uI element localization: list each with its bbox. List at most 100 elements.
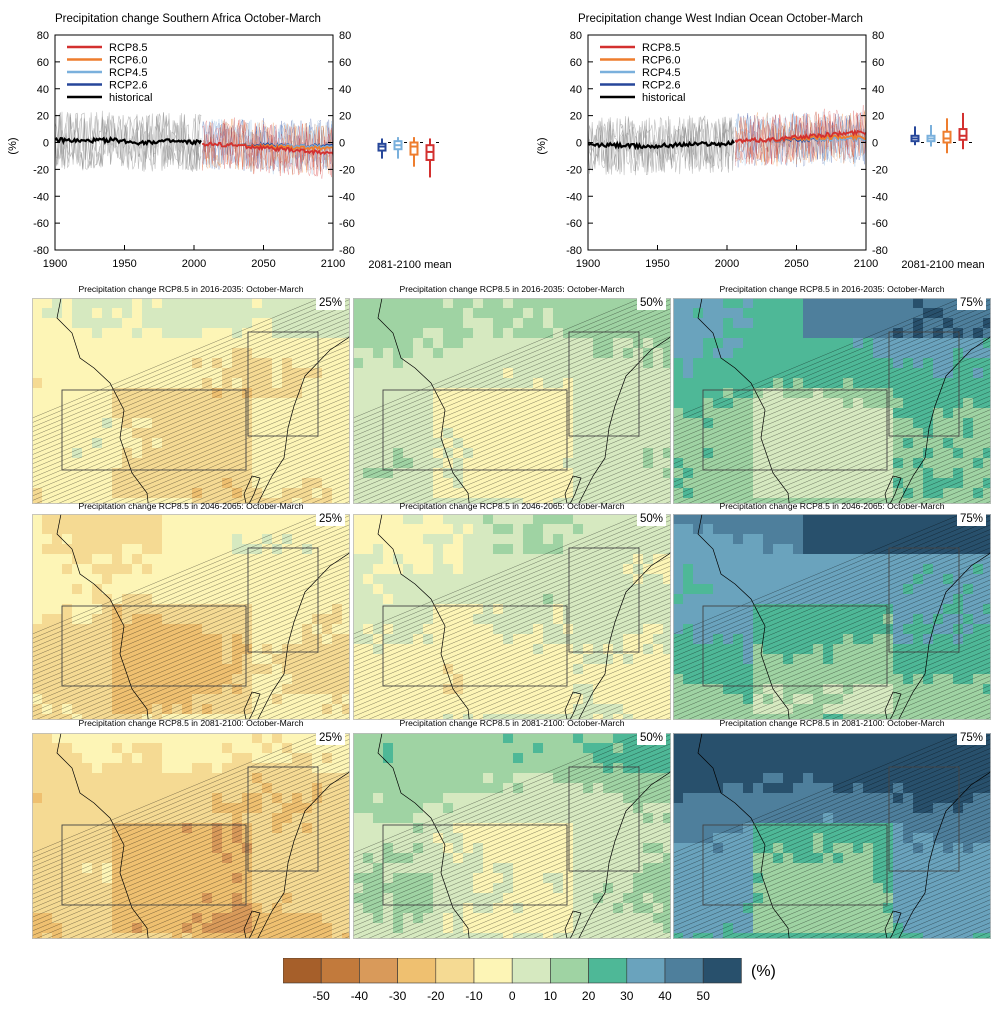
map-frame: [673, 733, 991, 939]
y-tick-label-right: 60: [339, 57, 351, 69]
madagascar-outline: [564, 691, 582, 720]
boxplot-rcp60: [409, 137, 423, 167]
y-tick-label-right: 40: [872, 84, 884, 96]
boxplot-rcp45: [926, 125, 940, 147]
map-cells: [353, 733, 671, 939]
y-tick-label-right: 80: [872, 30, 884, 42]
map-frame: [353, 514, 671, 720]
percentile-label: 50%: [637, 512, 667, 526]
colorbar-tick-label: -10: [465, 989, 483, 1003]
legend-entry: RCP4.5: [642, 67, 681, 79]
percentile-label: 50%: [637, 296, 667, 310]
ts-title: Precipitation change West Indian Ocean O…: [578, 13, 863, 25]
x-tick-label: 2100: [854, 258, 878, 270]
madagascar-outline: [243, 475, 261, 504]
rcp-member: [735, 111, 867, 167]
x-tick-label: 1900: [576, 258, 600, 270]
rcp-member: [735, 112, 867, 168]
rcp-member: [735, 114, 867, 165]
coastline: [56, 514, 350, 720]
y-tick-label-left: 80: [37, 30, 49, 42]
y-tick-label-left: 40: [37, 84, 49, 96]
colorbar-tick-label: 50: [697, 989, 711, 1003]
map-title: Precipitation change RCP8.5 in 2016-2035…: [399, 284, 625, 294]
rcp-member: [202, 118, 334, 172]
coastline: [377, 733, 671, 939]
map-panel: [32, 298, 350, 504]
map-field: [353, 733, 671, 939]
series-line-historical: [587, 138, 735, 151]
map-frame: [673, 298, 991, 504]
percentile-label: 25%: [316, 512, 346, 526]
colorbar-box: [320, 958, 360, 984]
region-box-west-indian-ocean: [247, 547, 319, 653]
percentile-label: 75%: [957, 296, 987, 310]
map-title: Precipitation change RCP8.5 in 2046-2065…: [399, 501, 625, 511]
map-field: [32, 298, 350, 504]
boxplot-footer: 2081-2100 mean: [901, 259, 984, 271]
map-panel: [32, 733, 350, 939]
region-box-southern-africa: [702, 605, 888, 687]
colorbar-box: [359, 958, 398, 984]
coastline: [377, 514, 671, 720]
y-tick-label-right: -20: [872, 164, 888, 176]
colorbar-tick-label: 30: [620, 989, 634, 1003]
region-box-southern-africa: [61, 389, 247, 471]
coastline: [697, 514, 991, 720]
ts-title: Precipitation change Southern Africa Oct…: [55, 13, 321, 25]
rcp-member: [202, 120, 334, 172]
y-tick-label-left: -40: [33, 191, 49, 203]
map-title: Precipitation change RCP8.5 in 2081-2100…: [78, 718, 304, 728]
madagascar-outline: [243, 910, 261, 939]
boxplot-box: [958, 128, 968, 141]
region-box-southern-africa: [382, 389, 568, 471]
y-tick-label-right: 40: [339, 84, 351, 96]
x-tick-label: 2000: [715, 258, 739, 270]
y-tick-label-right: -40: [872, 191, 888, 203]
coastline: [56, 298, 350, 504]
map-title: Precipitation change RCP8.5 in 2046-2065…: [719, 501, 945, 511]
map-field: [673, 514, 991, 720]
x-tick-label: 1900: [43, 258, 67, 270]
region-box-west-indian-ocean: [568, 331, 640, 437]
region-box-west-indian-ocean: [888, 331, 960, 437]
map-cells: [32, 514, 350, 720]
colorbar-tick-label: -50: [313, 989, 331, 1003]
colorbar-box: [588, 958, 628, 984]
y-tick-label-left: 0: [576, 138, 582, 150]
x-tick-label: 2100: [321, 258, 345, 270]
historical-member: [587, 115, 735, 176]
y-tick-label-right: 20: [872, 111, 884, 123]
colorbar-tick-label: -30: [389, 989, 407, 1003]
x-tick-label: 1950: [112, 258, 136, 270]
legend-entry: RCP2.6: [109, 80, 148, 92]
y-tick-label-left: 20: [37, 111, 49, 123]
rcp-member: [202, 119, 334, 172]
y-tick-label-right: 0: [339, 138, 345, 150]
colorbar-box: [397, 958, 437, 984]
map-cells: [673, 514, 991, 720]
percentile-label: 50%: [637, 731, 667, 745]
series-line-rcp85: [202, 141, 334, 156]
madagascar-outline: [884, 475, 902, 504]
percentile-label: 75%: [957, 512, 987, 526]
boxplot-rcp26: [377, 138, 391, 159]
legend-entry: historical: [642, 92, 685, 104]
colorbar-box: [550, 958, 589, 984]
legend-entry: RCP6.0: [642, 55, 681, 67]
colorbar-box: [664, 958, 704, 984]
coastline: [377, 298, 671, 504]
y-tick-label-right: 80: [339, 30, 351, 42]
boxplot-rcp26: [910, 126, 924, 146]
coastline: [697, 298, 991, 504]
colorbar: -50 -40 -30 -20 -10 0 10 20 30 40 50 (%): [283, 958, 776, 1003]
region-box-west-indian-ocean: [247, 766, 319, 872]
rcp-member: [202, 118, 334, 174]
map-cells: [673, 298, 991, 504]
map-cells: [32, 298, 350, 504]
map-title: Precipitation change RCP8.5 in 2016-2035…: [78, 284, 304, 294]
rcp-member: [202, 118, 334, 172]
coastline: [56, 733, 350, 939]
y-tick-label-left: -60: [566, 218, 582, 230]
